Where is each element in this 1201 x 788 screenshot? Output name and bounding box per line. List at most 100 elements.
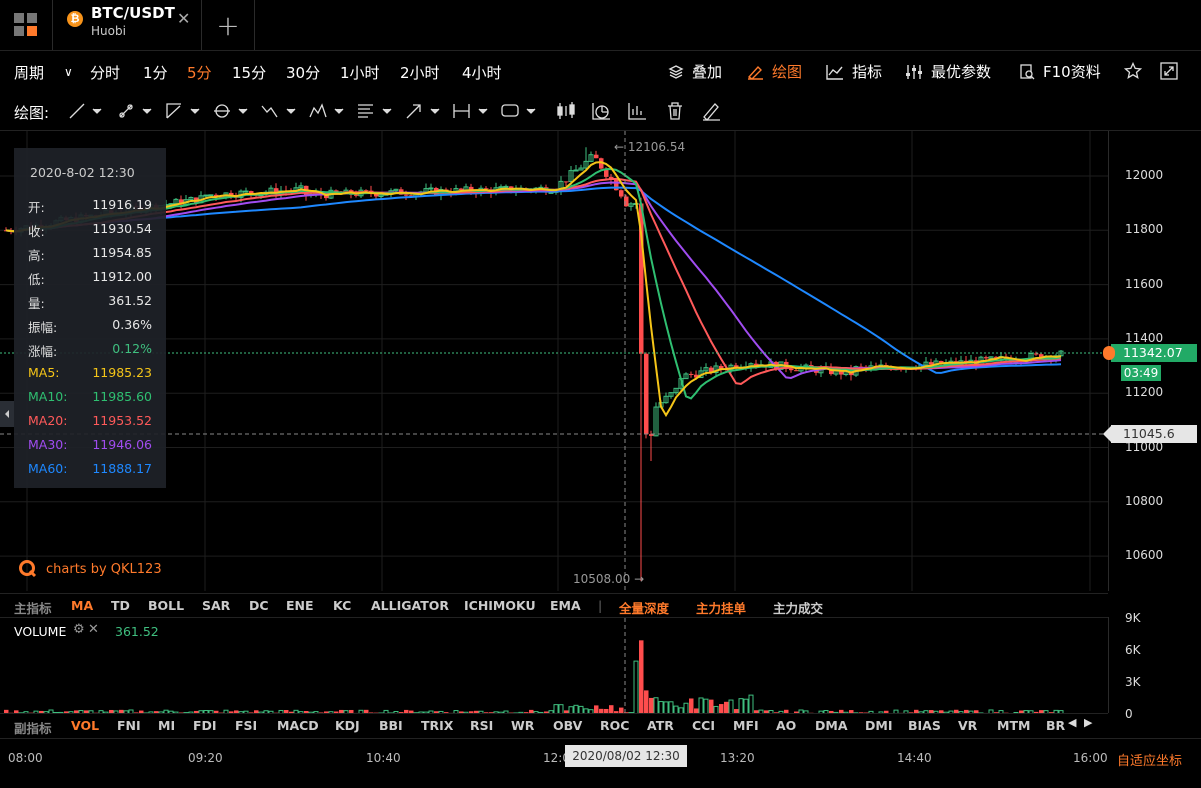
main-indicator-extra[interactable]: 主力成交: [773, 601, 824, 616]
zigzag-tool[interactable]: [261, 105, 296, 118]
period-item-30min[interactable]: 30分: [286, 64, 321, 82]
draw-button[interactable]: 绘图: [746, 61, 802, 82]
trash-icon[interactable]: [668, 102, 682, 120]
sub-indicator-label: 副指标: [14, 721, 52, 736]
pie-tool[interactable]: [592, 103, 610, 120]
volume-bar: [254, 710, 259, 714]
sub-indicator-roc[interactable]: ROC: [600, 718, 630, 733]
volume-bar: [474, 710, 479, 714]
sub-indicator-cci[interactable]: CCI: [692, 718, 715, 733]
candlestick-chart[interactable]: ← 12106.54 10508.00 → charts by QKL123: [0, 131, 1108, 591]
collapse-left-button[interactable]: [0, 401, 14, 427]
main-indicator-alligator[interactable]: ALLIGATOR: [371, 598, 449, 613]
sub-indicator-obv[interactable]: OBV: [553, 718, 583, 733]
circle-tool[interactable]: [214, 104, 248, 118]
main-indicator-ma[interactable]: MA: [71, 598, 94, 613]
fullscreen-icon[interactable]: [1160, 62, 1178, 84]
tab-btc-usdt[interactable]: ₿ BTC/USDT Huobi ✕: [53, 0, 202, 50]
pen-settings-icon[interactable]: [703, 103, 720, 121]
add-tab-button[interactable]: +: [202, 0, 255, 50]
sub-indicator-br[interactable]: BR: [1046, 718, 1066, 733]
period-item-fenshi[interactable]: 分时: [90, 64, 121, 82]
grid-menu-button[interactable]: [0, 0, 53, 50]
period-item-4h[interactable]: 4小时: [462, 64, 502, 82]
period-item-1min[interactable]: 1分: [143, 64, 168, 82]
volume-bar: [533, 711, 539, 714]
overlay-button[interactable]: 叠加: [668, 61, 722, 82]
main-indicator-ichimoku[interactable]: ICHIMOKU: [464, 598, 536, 613]
info-key: MA5:: [28, 365, 60, 380]
sub-indicator-mfi[interactable]: MFI: [733, 718, 759, 733]
main-indicator-extra[interactable]: 全量深度: [619, 601, 670, 616]
main-indicator-extra[interactable]: 主力挂单: [696, 601, 747, 616]
scroll-left-icon[interactable]: ◀: [1068, 716, 1077, 729]
best-params-button[interactable]: 最优参数: [905, 61, 991, 82]
volume-bar: [154, 711, 159, 714]
main-indicator-boll[interactable]: BOLL: [148, 598, 185, 613]
volume-bar: [529, 709, 534, 714]
chevron-down-icon[interactable]: ∨: [64, 65, 73, 79]
candle-style-tool[interactable]: [557, 102, 575, 119]
sub-indicator-trix[interactable]: TRIX: [421, 718, 454, 733]
price-handle[interactable]: [1103, 346, 1115, 360]
measure-tool[interactable]: [453, 104, 488, 118]
indicator-button[interactable]: 指标: [826, 61, 882, 82]
sub-indicator-vol[interactable]: VOL: [71, 718, 100, 733]
candlestick-chart-canvas[interactable]: [0, 131, 1108, 591]
sub-indicator-dmi[interactable]: DMI: [865, 718, 893, 733]
period-item-15min[interactable]: 15分: [232, 64, 267, 82]
sub-indicator-atr[interactable]: ATR: [647, 718, 674, 733]
sub-indicator-mi[interactable]: MI: [158, 718, 176, 733]
main-indicator-dc[interactable]: DC: [249, 598, 269, 613]
channel-tool[interactable]: [166, 103, 200, 119]
volume-bar: [694, 708, 699, 714]
f10-button[interactable]: F10资料: [1019, 61, 1101, 82]
volume-bar: [194, 710, 199, 714]
sub-indicator-kdj[interactable]: KDJ: [335, 718, 360, 733]
adaptive-axis-button[interactable]: 自适应坐标: [1117, 754, 1183, 769]
sub-indicator-wr[interactable]: WR: [511, 718, 535, 733]
trend-line-tool[interactable]: [69, 103, 102, 119]
star-icon[interactable]: [1123, 61, 1143, 84]
time-axis[interactable]: 08:00 09:20 10:40 12:00 13:20 14:40 16:00 2020…: [0, 738, 1201, 777]
sub-indicator-mtm[interactable]: MTM: [997, 718, 1031, 733]
main-indicator-td[interactable]: TD: [111, 598, 130, 613]
sub-indicator-rsi[interactable]: RSI: [470, 718, 494, 733]
main-indicator-ema[interactable]: EMA: [550, 598, 581, 613]
price-axis[interactable]: 12000 11800 11600 11400 11200 11000 10800 10600…: [1103, 131, 1201, 591]
main-indicator-sar[interactable]: SAR: [202, 598, 231, 613]
period-item-5min[interactable]: 5分: [187, 64, 212, 82]
sub-indicator-fsi[interactable]: FSI: [235, 718, 258, 733]
period-item-1h[interactable]: 1小时: [340, 64, 380, 82]
sub-indicator-fni[interactable]: FNI: [117, 718, 141, 733]
sub-indicator-fdi[interactable]: FDI: [193, 718, 217, 733]
main-indicator-ene[interactable]: ENE: [286, 598, 314, 613]
sub-indicator-macd[interactable]: MACD: [277, 718, 319, 733]
arrow-tool[interactable]: [406, 104, 440, 119]
close-icon[interactable]: ✕: [88, 622, 99, 637]
volume-bar: [163, 709, 169, 714]
sub-indicator-bbi[interactable]: BBI: [379, 718, 403, 733]
sub-indicator-bias[interactable]: BIAS: [908, 718, 941, 733]
volume-bar: [1034, 711, 1039, 714]
sub-indicator-vr[interactable]: VR: [958, 718, 978, 733]
volume-panel[interactable]: VOLUME ⚙ ✕ 361.52: [0, 617, 1108, 714]
moving-averages: [5, 161, 1062, 418]
period-item-2h[interactable]: 2小时: [400, 64, 440, 82]
time-tick: 13:20: [720, 751, 755, 765]
bar-chart-tool[interactable]: [628, 103, 646, 120]
volume-bar: [469, 711, 474, 714]
volume-bar: [588, 709, 594, 714]
close-icon[interactable]: ✕: [177, 9, 191, 28]
pattern-tool[interactable]: [309, 103, 344, 118]
sub-indicator-dma[interactable]: DMA: [815, 718, 848, 733]
scroll-right-icon[interactable]: ▶: [1084, 716, 1093, 729]
volume-bar: [768, 710, 774, 714]
sub-indicator-ao[interactable]: AO: [776, 718, 797, 733]
text-tool[interactable]: [501, 104, 536, 117]
volume-bars: [4, 618, 1064, 714]
gear-icon[interactable]: ⚙: [73, 622, 85, 637]
main-indicator-kc[interactable]: KC: [333, 598, 352, 613]
ray-tool[interactable]: [119, 104, 152, 118]
fibonacci-tool[interactable]: [358, 104, 392, 118]
